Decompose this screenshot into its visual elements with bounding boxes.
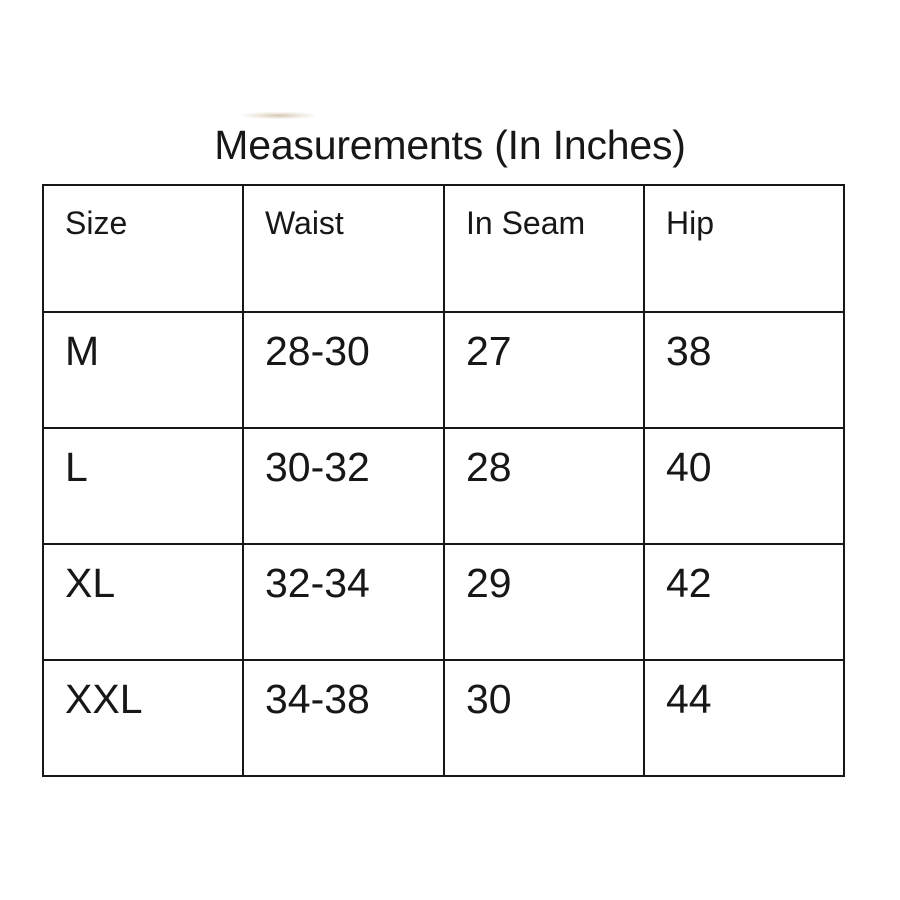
value-size: XXL bbox=[65, 676, 143, 722]
header-label-waist: Waist bbox=[265, 205, 344, 241]
cell-waist: 28-30 bbox=[242, 311, 445, 429]
value-inseam: 27 bbox=[466, 328, 512, 374]
cell-inseam: 29 bbox=[443, 543, 645, 661]
header-label-inseam: In Seam bbox=[466, 205, 586, 241]
cell-inseam: 27 bbox=[443, 311, 645, 429]
cell-size: XL bbox=[42, 543, 244, 661]
value-waist: 28-30 bbox=[265, 328, 370, 374]
cell-hip: 38 bbox=[643, 311, 845, 429]
header-cell-waist: Waist bbox=[242, 184, 445, 313]
value-size: M bbox=[65, 328, 100, 374]
cell-size: XXL bbox=[42, 659, 244, 777]
table-row: XL 32-34 29 42 bbox=[42, 543, 845, 661]
header-label-hip: Hip bbox=[666, 205, 715, 241]
cell-inseam: 28 bbox=[443, 427, 645, 545]
value-waist: 34-38 bbox=[265, 676, 370, 722]
cell-waist: 34-38 bbox=[242, 659, 445, 777]
value-inseam: 28 bbox=[466, 444, 512, 490]
cell-size: M bbox=[42, 311, 244, 429]
value-size: XL bbox=[65, 560, 116, 606]
value-hip: 42 bbox=[666, 560, 712, 606]
table-header-row: Size Waist In Seam Hip bbox=[42, 184, 845, 313]
cell-inseam: 30 bbox=[443, 659, 645, 777]
value-waist: 30-32 bbox=[265, 444, 370, 490]
value-hip: 40 bbox=[666, 444, 712, 490]
table-row: L 30-32 28 40 bbox=[42, 427, 845, 545]
header-cell-hip: Hip bbox=[643, 184, 845, 313]
cell-hip: 42 bbox=[643, 543, 845, 661]
cell-waist: 30-32 bbox=[242, 427, 445, 545]
value-size: L bbox=[65, 444, 88, 490]
scan-artifact-smudge bbox=[243, 112, 315, 119]
cell-waist: 32-34 bbox=[242, 543, 445, 661]
table-row: XXL 34-38 30 44 bbox=[42, 659, 845, 777]
table-row: M 28-30 27 38 bbox=[42, 311, 845, 429]
cell-size: L bbox=[42, 427, 244, 545]
value-waist: 32-34 bbox=[265, 560, 370, 606]
cell-hip: 44 bbox=[643, 659, 845, 777]
value-hip: 44 bbox=[666, 676, 712, 722]
page-title: Measurements (In Inches) bbox=[214, 122, 686, 168]
header-cell-size: Size bbox=[42, 184, 244, 313]
cell-hip: 40 bbox=[643, 427, 845, 545]
header-cell-inseam: In Seam bbox=[443, 184, 645, 313]
measurements-table: Size Waist In Seam Hip M 28-30 bbox=[42, 184, 845, 777]
value-inseam: 30 bbox=[466, 676, 512, 722]
value-hip: 38 bbox=[666, 328, 712, 374]
header-label-size: Size bbox=[65, 205, 128, 241]
value-inseam: 29 bbox=[466, 560, 512, 606]
